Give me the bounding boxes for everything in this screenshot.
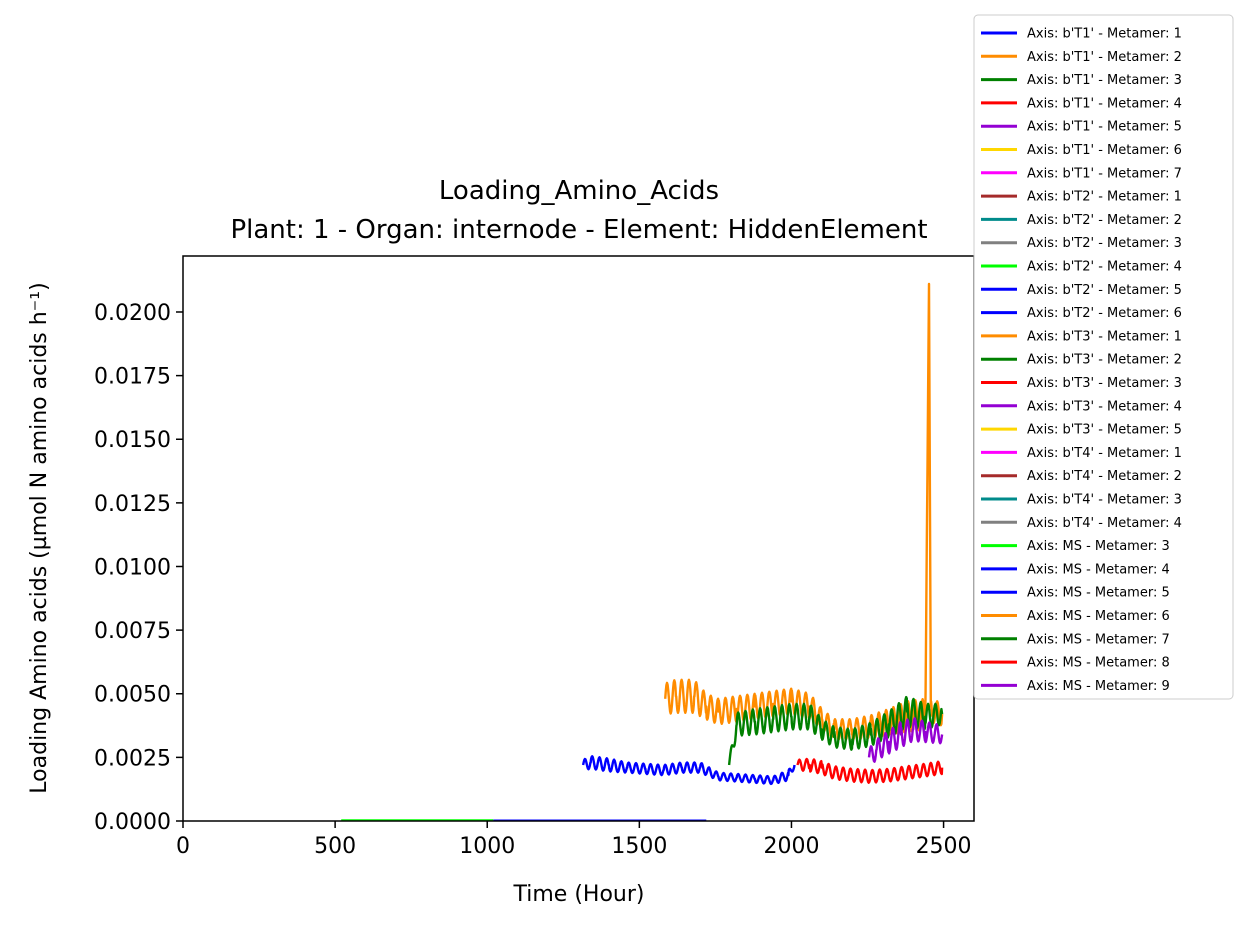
legend-entry: Axis: MS - Metamer: 4 [1027, 562, 1170, 577]
legend-entry: Axis: b'T4' - Metamer: 1 [1027, 446, 1182, 461]
legend-entry: Axis: MS - Metamer: 3 [1027, 539, 1170, 554]
legend-entry: Axis: b'T3' - Metamer: 2 [1027, 353, 1182, 368]
legend-entry: Axis: MS - Metamer: 9 [1027, 679, 1170, 694]
legend-entry: Axis: b'T1' - Metamer: 2 [1027, 50, 1182, 65]
legend-entry: Axis: b'T2' - Metamer: 5 [1027, 283, 1182, 298]
legend-entry: Axis: b'T4' - Metamer: 3 [1027, 493, 1182, 508]
x-axis: 0 500 1000 1500 2000 2500 [176, 821, 972, 859]
x-tick-label: 0 [176, 834, 190, 859]
series-line-27 [796, 757, 944, 784]
legend-entry: Axis: b'T1' - Metamer: 7 [1027, 166, 1182, 181]
legend-entry: Axis: b'T3' - Metamer: 4 [1027, 399, 1182, 414]
legend-entry: Axis: b'T4' - Metamer: 4 [1027, 516, 1182, 531]
legend-entry: Axis: MS - Metamer: 6 [1027, 609, 1170, 624]
legend-entry: Axis: b'T3' - Metamer: 5 [1027, 423, 1182, 438]
y-tick-label: 0.0150 [94, 428, 171, 453]
legend-entry: Axis: b'T1' - Metamer: 6 [1027, 143, 1182, 158]
legend-entry: Axis: b'T3' - Metamer: 3 [1027, 376, 1182, 391]
legend-entry: Axis: b'T3' - Metamer: 1 [1027, 329, 1182, 344]
legend: Axis: b'T1' - Metamer: 1 Axis: b'T1' - Me… [973, 14, 1234, 700]
x-tick-label: 2000 [763, 834, 819, 859]
y-tick-label: 0.0000 [94, 810, 171, 835]
legend-entry: Axis: b'T1' - Metamer: 5 [1027, 120, 1182, 135]
y-tick-label: 0.0175 [94, 365, 171, 390]
legend-entry: Axis: b'T2' - Metamer: 4 [1027, 260, 1182, 275]
y-tick-label: 0.0125 [94, 492, 171, 517]
x-tick-label: 1500 [611, 834, 667, 859]
y-axis-label: Loading Amino acids (µmol N amino acids … [27, 282, 52, 793]
y-tick-label: 0.0100 [94, 555, 171, 580]
legend-entry: Axis: b'T2' - Metamer: 1 [1027, 190, 1182, 205]
x-tick-label: 500 [314, 834, 356, 859]
legend-entry: Axis: MS - Metamer: 8 [1027, 656, 1170, 671]
y-tick-label: 0.0050 [94, 683, 171, 708]
legend-entry: Axis: b'T1' - Metamer: 3 [1027, 73, 1182, 88]
legend-entry: Axis: b'T1' - Metamer: 1 [1027, 27, 1182, 42]
legend-entry: Axis: MS - Metamer: 7 [1027, 632, 1170, 647]
x-tick-label: 2500 [916, 834, 972, 859]
y-tick-label: 0.0025 [94, 746, 171, 771]
legend-entry: Axis: b'T2' - Metamer: 3 [1027, 236, 1182, 251]
chart-subtitle: Plant: 1 - Organ: internode - Element: H… [230, 215, 927, 245]
y-tick-label: 0.0200 [94, 301, 171, 326]
x-axis-label: Time (Hour) [513, 882, 645, 907]
legend-entry: Axis: b'T2' - Metamer: 2 [1027, 213, 1182, 228]
legend-entry: Axis: MS - Metamer: 5 [1027, 586, 1170, 601]
legend-box [973, 14, 1234, 700]
legend-entry: Axis: b'T2' - Metamer: 6 [1027, 306, 1182, 321]
y-axis: 0.0000 0.0025 0.0050 0.0075 0.0100 0.0125 0.01… [94, 301, 183, 835]
chart-title: Loading_Amino_Acids [439, 176, 719, 206]
series-line-26 [727, 695, 944, 766]
x-tick-label: 1000 [459, 834, 515, 859]
legend-entry: Axis: b'T4' - Metamer: 2 [1027, 469, 1182, 484]
y-tick-label: 0.0075 [94, 619, 171, 644]
series-line-24 [581, 755, 796, 786]
series-line-28 [867, 717, 944, 763]
legend-entry: Axis: b'T1' - Metamer: 4 [1027, 96, 1182, 111]
